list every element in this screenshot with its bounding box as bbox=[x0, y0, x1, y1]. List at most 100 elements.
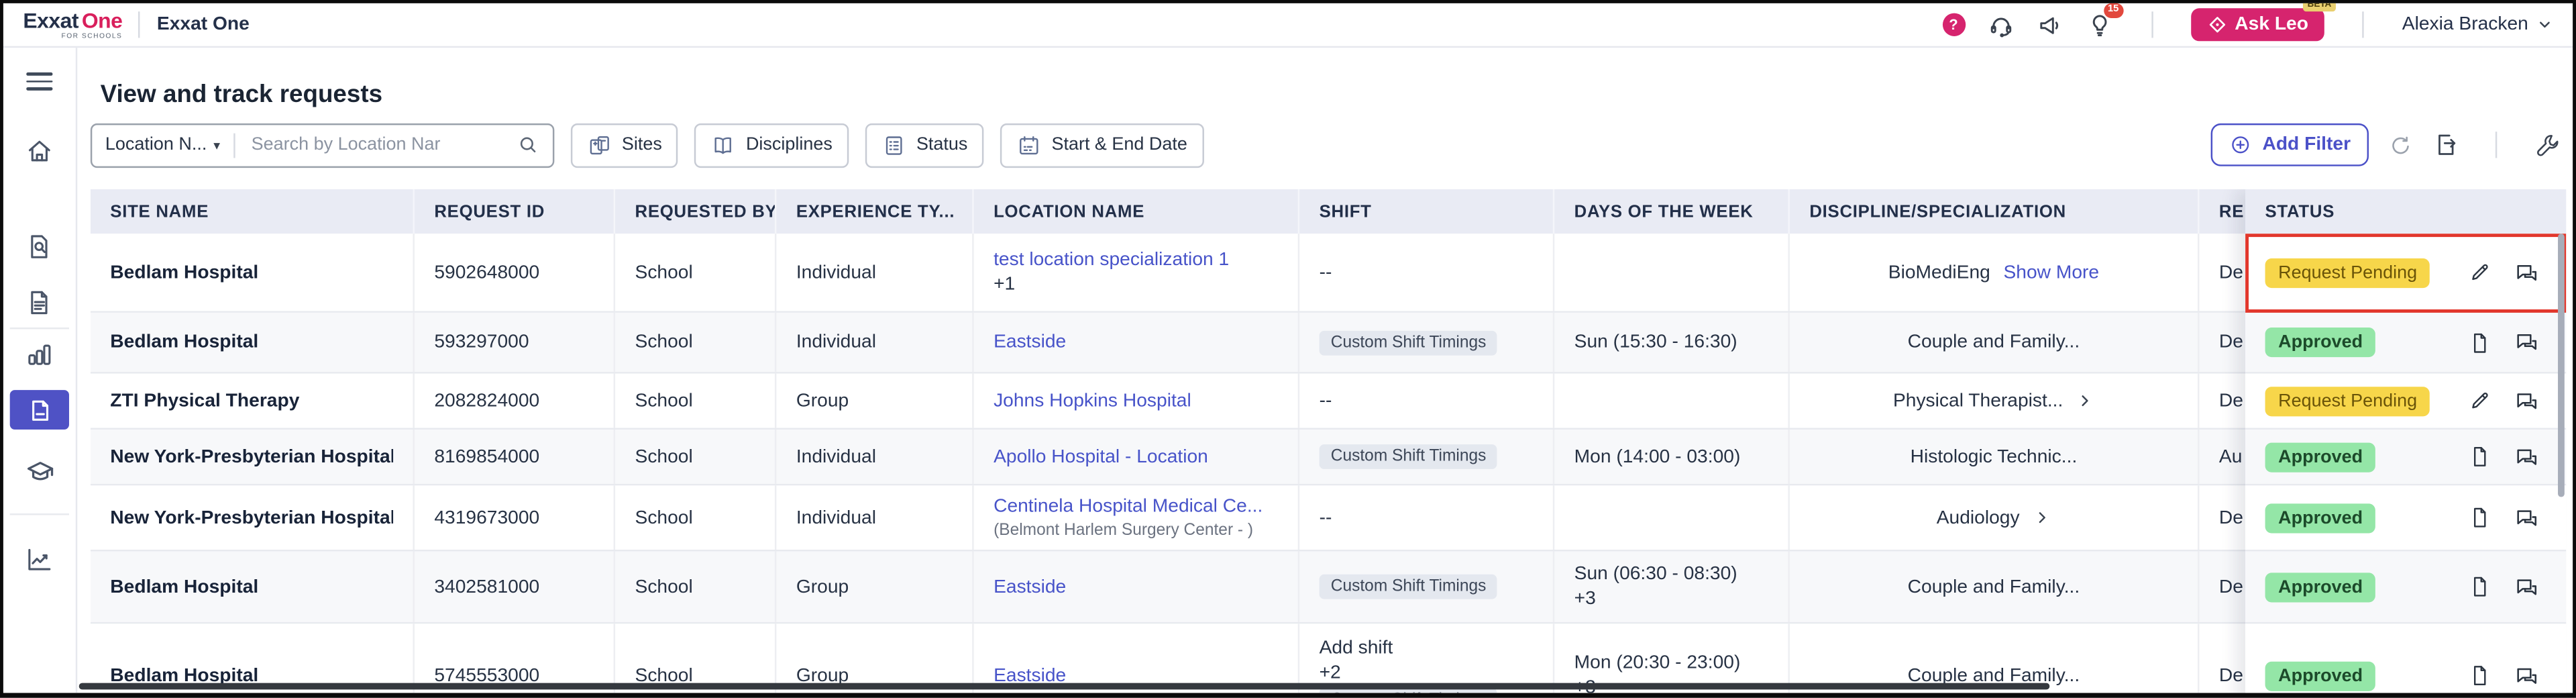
search-input[interactable] bbox=[248, 133, 517, 156]
status-cell: Approved bbox=[2245, 312, 2567, 374]
add-filter-button[interactable]: Add Filter bbox=[2211, 123, 2369, 166]
main-content: View and track requests Location N... ▾ bbox=[77, 48, 2573, 693]
show-more-link[interactable]: Show More bbox=[2003, 262, 2100, 283]
bar-chart-icon bbox=[28, 344, 51, 365]
table-row: New York-Presbyterian Hospital/We 431967… bbox=[90, 485, 2567, 552]
search-field-selector[interactable]: Location N... ▾ bbox=[105, 135, 221, 155]
chevron-right-icon[interactable] bbox=[2033, 509, 2051, 527]
filter-button-disciplines[interactable]: Disciplines bbox=[694, 122, 849, 167]
shift-more-count[interactable]: +2 bbox=[1319, 663, 1341, 683]
app-name: Exxat One bbox=[156, 15, 250, 35]
status-badge: Approved bbox=[2265, 503, 2376, 533]
table-row: Bedlam Hospital 593297000 School Individ… bbox=[90, 312, 2567, 374]
requests-document-icon bbox=[31, 399, 48, 420]
menu-icon[interactable] bbox=[3, 72, 76, 91]
divider bbox=[2362, 11, 2365, 38]
settings-wrench-icon[interactable] bbox=[2533, 132, 2559, 158]
truncated-cell: De bbox=[2218, 262, 2243, 283]
location-more-count[interactable]: +1 bbox=[994, 275, 1016, 295]
sidebar-divider bbox=[9, 327, 69, 330]
edit-pencil-icon[interactable] bbox=[2467, 389, 2492, 413]
sidebar-item-reports[interactable] bbox=[3, 339, 76, 368]
support-headset-icon[interactable] bbox=[1986, 11, 2015, 39]
document-icon[interactable] bbox=[2467, 444, 2492, 469]
notification-badge: 15 bbox=[2103, 3, 2123, 18]
location-link[interactable]: Eastside bbox=[994, 577, 1067, 597]
comments-icon[interactable] bbox=[2514, 259, 2540, 285]
days-of-week: Sun (15:30 - 16:30) bbox=[1574, 332, 1737, 352]
document-icon[interactable] bbox=[2467, 330, 2492, 355]
status-sticky-column: STATUS Request Pending Approved bbox=[2245, 189, 2567, 693]
column-header-days-of-week: DAYS OF THE WEEK bbox=[1554, 189, 1790, 234]
document-icon[interactable] bbox=[2467, 505, 2492, 530]
comments-icon[interactable] bbox=[2514, 329, 2540, 355]
comments-icon[interactable] bbox=[2514, 662, 2540, 689]
sidebar-item-requests-selected[interactable] bbox=[9, 390, 69, 430]
column-header-experience-type: EXPERIENCE TY... bbox=[776, 189, 974, 234]
help-icon[interactable]: ? bbox=[1941, 13, 1966, 36]
whats-new-bulb-icon[interactable]: 15 bbox=[2085, 3, 2123, 39]
custom-shift-chip: Custom Shift Timings bbox=[1319, 687, 1498, 693]
status-badge: Request Pending bbox=[2265, 257, 2430, 287]
location-link[interactable]: test location specialization 1 bbox=[994, 250, 1230, 270]
column-header-site-name: SITE NAME bbox=[91, 189, 415, 234]
chevron-right-icon[interactable] bbox=[2076, 392, 2094, 410]
status-badge: Approved bbox=[2265, 572, 2376, 602]
vertical-scrollbar-thumb[interactable] bbox=[2558, 234, 2565, 497]
days-more-count[interactable]: +3 bbox=[1574, 589, 1596, 609]
ask-leo-icon bbox=[2208, 17, 2224, 33]
table-row: ZTI Physical Therapy 2082824000 School G… bbox=[90, 373, 2567, 430]
horizontal-scrollbar-thumb[interactable] bbox=[78, 683, 2050, 690]
column-header-discipline: DISCIPLINE/SPECIALIZATION bbox=[1790, 189, 2200, 234]
location-link[interactable]: Johns Hopkins Hospital bbox=[994, 391, 1191, 411]
comments-icon[interactable] bbox=[2514, 387, 2540, 413]
column-header-location-name: LOCATION NAME bbox=[974, 189, 1300, 234]
column-header-status: STATUS bbox=[2245, 189, 2567, 234]
days-of-week: Mon (14:00 - 03:00) bbox=[1574, 446, 1741, 467]
status-cell: Request Pending bbox=[2245, 234, 2567, 313]
sidebar-divider bbox=[9, 513, 69, 515]
custom-shift-chip: Custom Shift Timings bbox=[1319, 574, 1498, 599]
location-link[interactable]: Centinela Hospital Medical Ce... bbox=[994, 496, 1263, 516]
divider bbox=[2151, 11, 2153, 38]
top-bar-actions: ? 15 bbox=[1941, 3, 2553, 42]
sidebar-item-courses[interactable] bbox=[3, 456, 76, 487]
location-link[interactable]: Eastside bbox=[994, 332, 1067, 352]
location-link[interactable]: Apollo Hospital - Location bbox=[994, 446, 1208, 467]
exxat-one-logo[interactable]: Exxat One FOR SCHOOLS bbox=[23, 9, 123, 40]
edit-pencil-icon[interactable] bbox=[2467, 260, 2492, 285]
ask-leo-button[interactable]: Ask Leo BETA bbox=[2190, 3, 2337, 42]
comments-icon[interactable] bbox=[2514, 444, 2540, 470]
filter-button-date-range[interactable]: Start & End Date bbox=[1000, 122, 1204, 167]
filter-button-sites[interactable]: Sites bbox=[570, 122, 679, 167]
comments-icon[interactable] bbox=[2514, 574, 2540, 600]
export-icon[interactable] bbox=[2433, 132, 2459, 158]
document-icon[interactable] bbox=[2467, 663, 2492, 688]
document-icon[interactable] bbox=[2467, 575, 2492, 599]
user-menu[interactable]: Alexia Bracken bbox=[2402, 15, 2553, 34]
comments-icon[interactable] bbox=[2514, 505, 2540, 531]
column-header-requested-by: REQUESTED BY bbox=[615, 189, 777, 234]
custom-shift-chip: Custom Shift Timings bbox=[1319, 330, 1498, 355]
search-combo: Location N... ▾ bbox=[90, 122, 555, 167]
page-title: View and track requests bbox=[100, 81, 383, 109]
sidebar-item-document[interactable] bbox=[3, 288, 76, 317]
document-lines-icon bbox=[31, 291, 48, 315]
location-link[interactable]: Eastside bbox=[994, 665, 1067, 686]
line-chart-icon bbox=[28, 548, 51, 570]
beta-tag: BETA bbox=[2302, 3, 2337, 12]
search-icon[interactable] bbox=[517, 134, 539, 156]
toolbar-actions: Add Filter bbox=[2211, 123, 2559, 166]
sidebar-item-analytics[interactable] bbox=[3, 545, 76, 575]
sidebar-item-document-search[interactable] bbox=[3, 232, 76, 262]
caret-down-icon: ▾ bbox=[213, 137, 221, 152]
announcements-megaphone-icon[interactable] bbox=[2036, 11, 2064, 39]
sidebar-item-home[interactable] bbox=[3, 137, 76, 166]
filter-button-status[interactable]: Status bbox=[865, 122, 984, 167]
plus-circle-icon bbox=[2233, 136, 2250, 154]
add-shift-label[interactable]: Add shift bbox=[1319, 638, 1393, 658]
refresh-icon[interactable] bbox=[2388, 132, 2413, 157]
status-list-icon bbox=[885, 136, 902, 154]
table-row: Bedlam Hospital 5745553000 School Group … bbox=[90, 624, 2567, 693]
